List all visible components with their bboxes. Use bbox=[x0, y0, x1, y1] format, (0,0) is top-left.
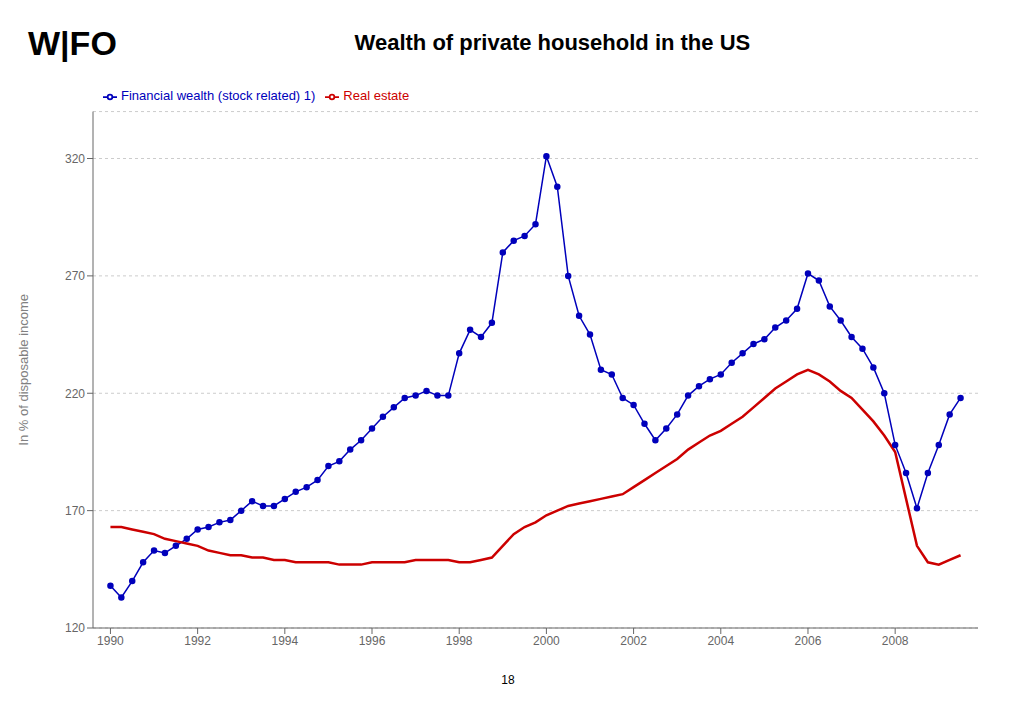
svg-text:320: 320 bbox=[65, 152, 85, 166]
svg-text:1996: 1996 bbox=[359, 634, 386, 648]
svg-text:220: 220 bbox=[65, 387, 85, 401]
svg-text:120: 120 bbox=[65, 621, 85, 635]
svg-text:2002: 2002 bbox=[620, 634, 647, 648]
html-text:W | FO: W | FO bbox=[28, 23, 117, 62]
svg-text:1994: 1994 bbox=[271, 634, 298, 648]
html-text:18: 18 bbox=[501, 673, 515, 687]
svg-text:1998: 1998 bbox=[446, 634, 473, 648]
html-text:Financial wealth (stock relate: Financial wealth (stock related) 1) bbox=[121, 88, 316, 103]
svg-text:170: 170 bbox=[65, 504, 85, 518]
svg-text:2004: 2004 bbox=[707, 634, 734, 648]
svg-text:1990: 1990 bbox=[97, 634, 124, 648]
svg-text:2008: 2008 bbox=[882, 634, 909, 648]
svg-text:1992: 1992 bbox=[184, 634, 211, 648]
svg-text:270: 270 bbox=[65, 269, 85, 283]
svg-text:In % of disposable income: In % of disposable income bbox=[16, 294, 31, 446]
html-text:Real estate: Real estate bbox=[343, 88, 410, 103]
svg-text:2000: 2000 bbox=[533, 634, 560, 648]
html-text:Wealth of private household in: Wealth of private household in the US bbox=[354, 30, 751, 55]
svg-text:2006: 2006 bbox=[795, 634, 822, 648]
